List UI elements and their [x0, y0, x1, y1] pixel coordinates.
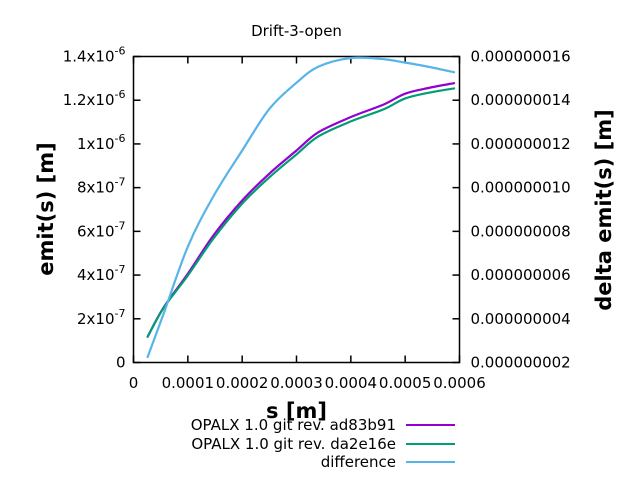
y-tick-label-right: 0.000000010 — [471, 179, 571, 197]
y-tick-label-right: 0.000000002 — [471, 354, 571, 372]
legend-label: OPALX 1.0 git rev. ad83b91 — [190, 416, 396, 434]
legend-label: difference — [320, 453, 396, 471]
y-tick-label-right: 0.000000004 — [471, 310, 571, 328]
y-tick-label-right: 0.000000006 — [471, 266, 571, 284]
plot-border — [132, 55, 461, 364]
y-tick-label-left: 1.4x10-6 — [63, 45, 126, 66]
legend-entry-difference: difference — [0, 453, 455, 471]
x-tick-label: 0 — [129, 374, 139, 392]
x-tick-label: 0.0005 — [379, 374, 432, 392]
y-tick-label-left: 4x10-7 — [77, 263, 125, 284]
y-tick-label-right: 0.000000008 — [471, 222, 571, 240]
legend-line-sample-purple — [406, 424, 455, 426]
y-tick-label-left: 1.2x10-6 — [63, 88, 126, 109]
x-tick-label: 0.0004 — [325, 374, 378, 392]
x-axis-label: s [m] — [266, 399, 327, 423]
y-tick-label-left: 8x10-7 — [77, 176, 125, 197]
chart-title: Drift-3-open — [251, 22, 342, 40]
x-tick-label: 0.0001 — [162, 374, 215, 392]
legend-entry-emit-da2e16e: OPALX 1.0 git rev. da2e16e — [0, 435, 455, 453]
y-tick-label-left: 0 — [116, 354, 126, 372]
legend-label: OPALX 1.0 git rev. da2e16e — [191, 435, 396, 453]
y-axis-label-right: delta emit(s) [m] — [592, 109, 616, 311]
y-tick-label-left: 6x10-7 — [77, 219, 125, 240]
y-tick-label-right: 0.000000016 — [471, 48, 571, 66]
x-tick-label: 0.0006 — [433, 374, 486, 392]
legend-entry-emit-ad83b91: OPALX 1.0 git rev. ad83b91 — [0, 416, 455, 434]
curve-emit-ad83b91 — [146, 82, 456, 338]
y-tick-label-left: 1x10-6 — [77, 132, 125, 153]
legend-line-sample-blue — [406, 461, 455, 463]
legend-line-sample-green — [406, 443, 455, 445]
curve-emit-da2e16e — [146, 87, 456, 338]
x-tick-label: 0.0003 — [270, 374, 323, 392]
y-tick-label-right: 0.000000012 — [471, 135, 571, 153]
y-axis-label-left: emit(s) [m] — [34, 142, 58, 276]
y-tick-label-right: 0.000000014 — [471, 91, 571, 109]
x-tick-label: 0.0002 — [216, 374, 269, 392]
curve-difference — [146, 56, 456, 359]
y-tick-label-left: 2x10-7 — [77, 307, 125, 328]
